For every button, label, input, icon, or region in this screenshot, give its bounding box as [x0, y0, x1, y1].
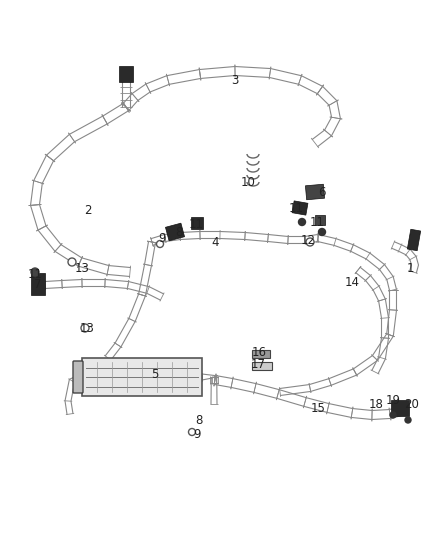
Text: 16: 16	[251, 345, 266, 359]
Text: 14: 14	[345, 276, 360, 288]
Bar	[391, 400, 409, 416]
Text: 3: 3	[231, 74, 239, 86]
Bar	[31, 273, 45, 295]
Text: 4: 4	[211, 236, 219, 248]
Text: 20: 20	[405, 398, 420, 410]
Bar	[252, 362, 272, 370]
Circle shape	[68, 258, 76, 266]
Text: 17: 17	[251, 359, 265, 372]
Text: 13: 13	[74, 262, 89, 274]
Text: 8: 8	[195, 414, 203, 426]
Text: 6: 6	[318, 185, 326, 198]
Text: 11: 11	[310, 215, 325, 229]
Text: 5: 5	[151, 368, 159, 382]
Text: 18: 18	[368, 398, 383, 410]
Text: 11: 11	[28, 268, 42, 280]
Circle shape	[156, 240, 163, 247]
Bar	[305, 184, 325, 200]
Bar	[252, 350, 270, 358]
Circle shape	[405, 417, 411, 423]
Circle shape	[188, 429, 195, 435]
Bar	[292, 201, 308, 215]
Circle shape	[306, 238, 314, 246]
Text: 7: 7	[34, 278, 42, 290]
Text: 19: 19	[385, 393, 400, 407]
Bar	[119, 66, 133, 82]
Text: 9: 9	[158, 231, 166, 245]
Text: 8: 8	[175, 227, 183, 239]
Text: 13: 13	[80, 321, 95, 335]
Text: 9: 9	[193, 429, 201, 441]
Text: 11: 11	[289, 203, 304, 215]
Bar	[315, 215, 325, 225]
Circle shape	[31, 268, 39, 276]
Circle shape	[318, 229, 325, 236]
Text: 10: 10	[240, 175, 255, 189]
Text: 12: 12	[300, 233, 315, 246]
Text: 11: 11	[188, 219, 204, 231]
Circle shape	[390, 412, 396, 418]
Bar	[191, 217, 203, 229]
Bar	[82, 358, 202, 396]
Bar	[407, 229, 420, 251]
Text: 15: 15	[311, 401, 325, 415]
Circle shape	[81, 324, 89, 332]
Circle shape	[299, 219, 305, 225]
Text: 1: 1	[406, 262, 414, 274]
Text: 2: 2	[84, 204, 92, 216]
Bar	[166, 223, 184, 241]
FancyBboxPatch shape	[73, 361, 83, 393]
